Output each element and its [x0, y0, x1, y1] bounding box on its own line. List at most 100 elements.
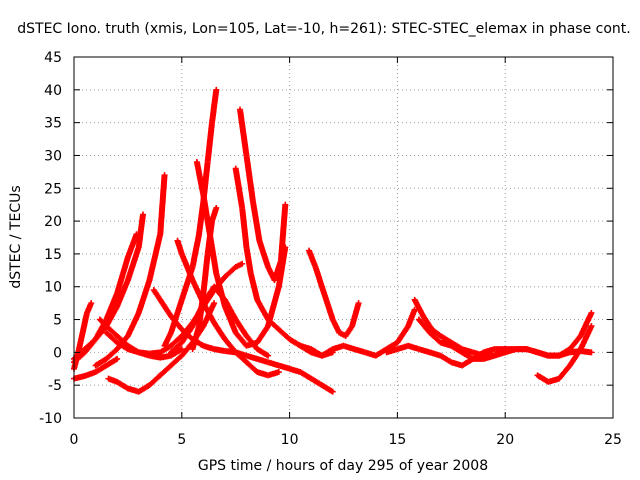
- series-trail: [196, 199, 207, 236]
- series-trail: [255, 324, 271, 345]
- series-trail: [125, 245, 142, 282]
- series-trail: [243, 245, 254, 276]
- data-point: [213, 204, 220, 211]
- series-trail: [374, 346, 389, 358]
- x-tick-label: 10: [281, 432, 299, 448]
- series-trail: [343, 324, 355, 338]
- series-trail: [278, 203, 289, 262]
- series-trail: [114, 278, 131, 308]
- data-point: [239, 260, 246, 267]
- y-tick-label: 15: [44, 247, 62, 263]
- series-trail: [232, 167, 245, 210]
- series-trail: [72, 350, 87, 365]
- series-trail: [298, 369, 313, 381]
- series-trail: [146, 232, 163, 282]
- series-trail: [222, 304, 239, 335]
- series-trail: [438, 353, 453, 365]
- series-trail: [250, 199, 263, 243]
- y-tick-label: 30: [44, 148, 62, 164]
- data-point: [502, 346, 509, 353]
- series-trail: [244, 360, 260, 374]
- data-point: [275, 369, 282, 376]
- series-trail: [266, 317, 281, 332]
- series-arc-e: [92, 172, 168, 369]
- series-trail: [416, 317, 432, 335]
- y-axis-title: dSTEC / TECUs: [8, 185, 24, 288]
- series-trail: [239, 206, 250, 249]
- series-trail: [169, 346, 184, 358]
- chart-title: dSTEC Iono. truth (xmis, Lon=105, Lat=-1…: [17, 21, 630, 37]
- series-trail: [243, 154, 256, 203]
- series-trail: [137, 383, 152, 394]
- x-tick-label: 0: [70, 432, 79, 448]
- series-trail: [179, 324, 195, 345]
- y-tick-label: 0: [53, 345, 62, 361]
- series-trail: [319, 285, 331, 308]
- series-trail: [200, 252, 211, 295]
- series-trail: [80, 311, 90, 335]
- series-trail: [272, 259, 284, 282]
- y-tick-label: 20: [44, 214, 62, 230]
- series-trail: [75, 331, 86, 354]
- series-trail: [115, 379, 130, 391]
- series-arc-q: [306, 247, 362, 339]
- series-trail: [104, 347, 119, 361]
- y-tick-label: 10: [44, 280, 62, 296]
- series-trail: [104, 324, 119, 338]
- y-tick-label: -5: [48, 378, 62, 394]
- series-trail: [349, 301, 362, 328]
- series-trail: [200, 160, 211, 203]
- series-trail: [151, 288, 163, 302]
- series-trail: [168, 298, 185, 335]
- series-trail: [125, 232, 139, 259]
- data-point: [114, 355, 121, 362]
- data-point: [213, 86, 220, 93]
- series-trail: [169, 340, 184, 355]
- series-trail: [320, 383, 335, 394]
- x-tick-label: 5: [177, 432, 186, 448]
- series-trail: [233, 330, 249, 348]
- series-trail: [237, 108, 250, 157]
- series-trail: [158, 298, 174, 318]
- series-trail: [256, 239, 271, 269]
- series-trail: [157, 173, 168, 236]
- series-trail: [212, 321, 228, 341]
- series-arc-u: [534, 323, 595, 385]
- x-tick-label: 20: [496, 432, 514, 448]
- plot-frame: [73, 56, 614, 419]
- series-trail: [115, 334, 130, 348]
- series-trail: [405, 308, 418, 328]
- data-point: [355, 300, 362, 307]
- data-point: [411, 306, 418, 313]
- series-trail: [337, 330, 347, 339]
- data-marks: [71, 86, 595, 395]
- x-tick-label: 25: [604, 432, 622, 448]
- series-trail: [213, 272, 228, 308]
- axis-ticks: -10 -5 0 5 10 15 20 25 30 35 40 45 0 5 10 15 20 25: [39, 50, 622, 448]
- series-trail: [209, 206, 219, 223]
- y-tick-label: 25: [44, 181, 62, 197]
- series-trail: [438, 333, 453, 345]
- y-tick-label: 45: [44, 50, 62, 66]
- series-trail: [313, 265, 325, 289]
- series-trail: [204, 121, 215, 164]
- series-trail: [98, 317, 109, 328]
- series-trail: [567, 334, 583, 351]
- series-trail: [136, 278, 152, 315]
- series-trail: [93, 324, 109, 341]
- series-trail: [430, 327, 443, 338]
- series-trail: [255, 298, 271, 322]
- series-trail: [567, 347, 583, 368]
- series-trail: [233, 317, 249, 338]
- data-point: [588, 349, 595, 356]
- series-trail: [103, 291, 120, 322]
- series-trail: [209, 88, 220, 125]
- x-tick-label: 15: [388, 432, 406, 448]
- y-tick-label: 5: [53, 313, 62, 329]
- series-trail: [83, 337, 98, 351]
- data-point: [161, 172, 168, 179]
- series-trail: [223, 265, 238, 279]
- series-trail: [169, 353, 184, 368]
- series-trail: [233, 350, 249, 365]
